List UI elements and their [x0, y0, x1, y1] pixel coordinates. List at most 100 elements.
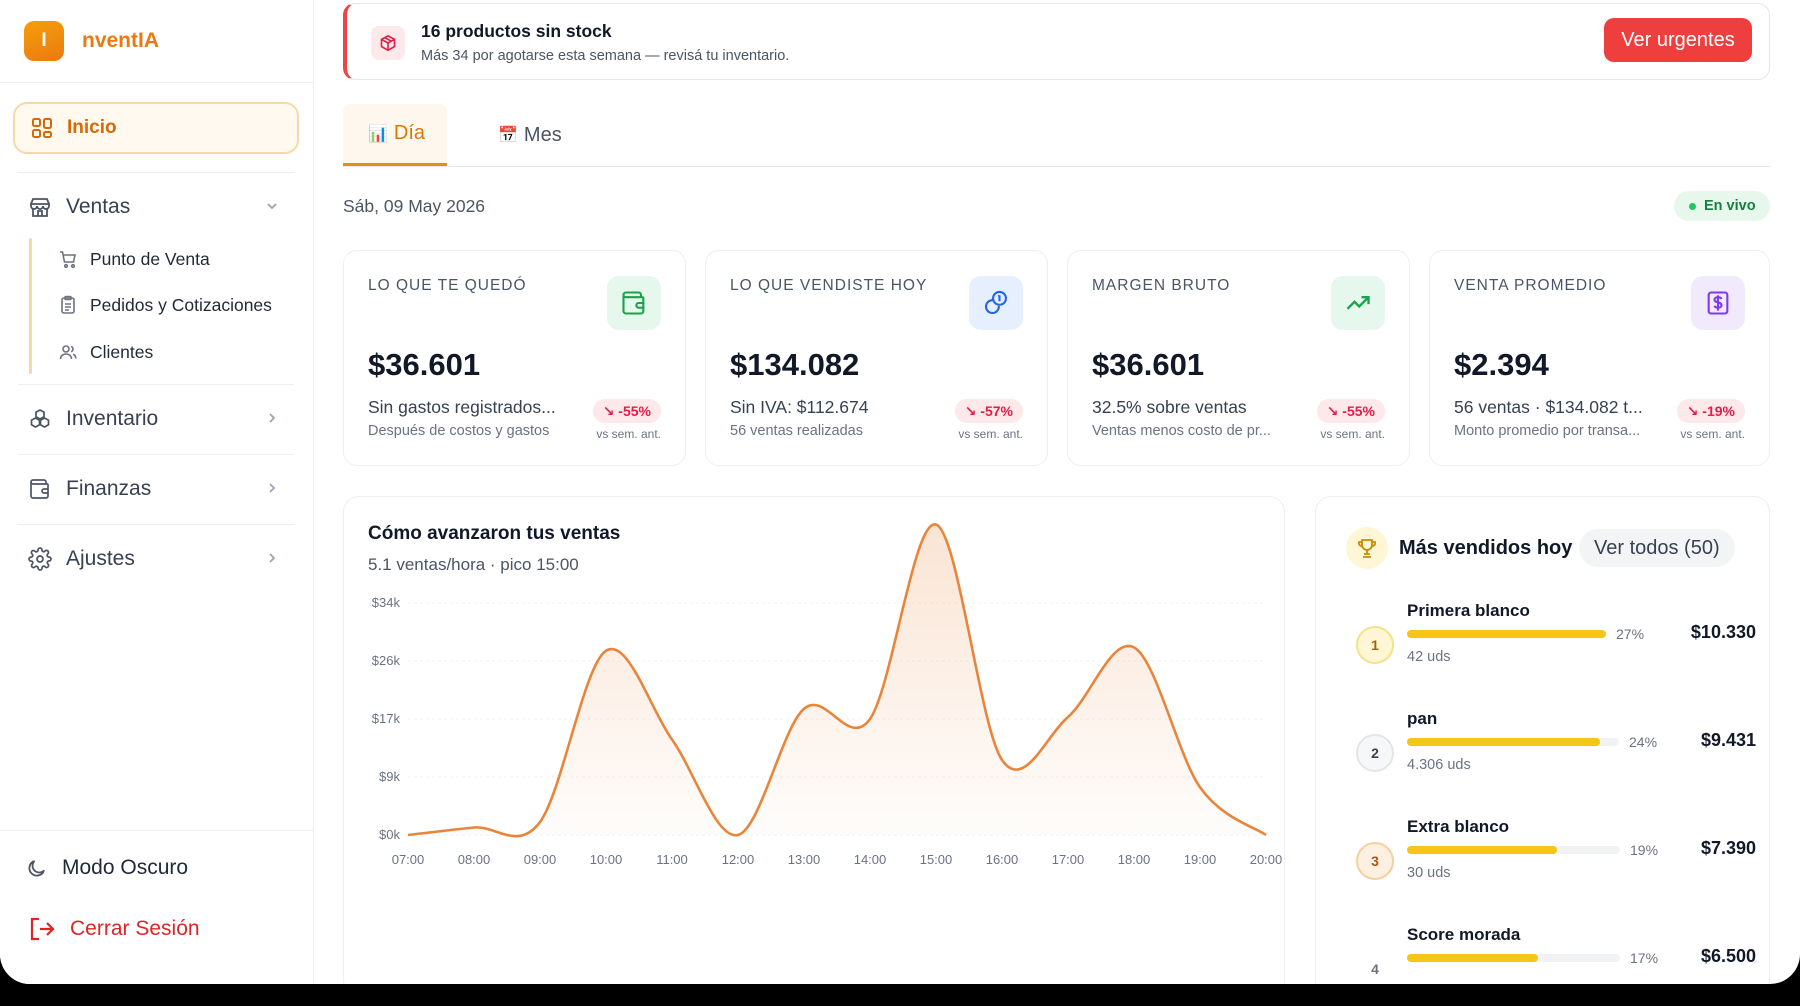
- share-percent: 19%: [1630, 842, 1659, 858]
- sales-line[interactable]: [407, 523, 1267, 838]
- view-urgent-button[interactable]: Ver urgentes: [1604, 18, 1752, 62]
- trophy-icon: [1346, 527, 1388, 569]
- divider: [18, 454, 294, 455]
- users-icon: [59, 345, 77, 360]
- product-name: pan: [1407, 709, 1438, 728]
- kpi-value: $2.394: [1454, 347, 1549, 382]
- trend-up-icon: [1331, 276, 1385, 330]
- share-bar-track: [1407, 630, 1606, 638]
- share-percent: 27%: [1616, 626, 1645, 642]
- product-name: Extra blanco: [1407, 817, 1510, 836]
- alert-subtitle: Más 34 por agotarse esta semana — revisá…: [421, 48, 790, 64]
- top-product-row[interactable]: 4 Score morada 17% $6.500: [1356, 925, 1756, 984]
- x-tick-label: 19:00: [1184, 852, 1217, 867]
- brand[interactable]: I nventIA: [0, 0, 313, 83]
- brand-logo: I: [24, 21, 64, 61]
- sidebar: I nventIA Inicio Ventas Punto de Venta P…: [0, 0, 314, 984]
- share-bar-track: [1407, 954, 1620, 962]
- chart-icon: 📊: [368, 125, 388, 143]
- tab-label: Mes: [523, 123, 562, 146]
- sidebar-subitem-punto-de-venta[interactable]: Punto de Venta: [58, 242, 210, 276]
- kpi-value: $36.601: [1092, 347, 1205, 382]
- top-product-row[interactable]: 3 Extra blanco 19% $7.390 30 uds: [1356, 817, 1756, 907]
- sidebar-item-label: Inventario: [66, 407, 159, 430]
- period-tabs: 📊 Día 📅 Mes: [343, 104, 1770, 167]
- kpi-card-lo-que-te-quedo[interactable]: LO QUE TE QUEDÓ $36.601 Sin gastos regis…: [343, 250, 686, 466]
- share-bar-track: [1407, 738, 1619, 746]
- y-tick-label: $34k: [372, 595, 401, 610]
- chevron-right-icon: [269, 413, 276, 423]
- sidebar-item-ajustes[interactable]: Ajustes: [18, 537, 294, 581]
- product-amount: $10.330: [1690, 622, 1756, 642]
- y-tick-label: $9k: [379, 769, 400, 784]
- brand-name: nventIA: [82, 29, 160, 52]
- divider: [18, 524, 294, 525]
- sidebar-item-label: Inicio: [67, 117, 117, 138]
- x-tick-label: 09:00: [524, 852, 557, 867]
- kpi-comparison: vs sem. ant.: [596, 427, 661, 441]
- logout-button[interactable]: Cerrar Sesión: [28, 916, 200, 942]
- x-tick-label: 07:00: [392, 852, 425, 867]
- tab-dia[interactable]: 📊 Día: [343, 104, 447, 166]
- store-icon: [30, 198, 50, 217]
- view-all-button[interactable]: Ver todos (50): [1579, 529, 1735, 567]
- kpi-value: $36.601: [368, 347, 481, 382]
- kpi-label: VENTA PROMEDIO: [1454, 277, 1607, 294]
- sidebar-subitem-clientes[interactable]: Clientes: [58, 335, 153, 369]
- top-product-row[interactable]: 1 Primera blanco 27% $10.330 42 uds: [1356, 601, 1756, 691]
- share-bar-fill: [1407, 954, 1538, 962]
- sales-area-chart[interactable]: $0k $9k $17k $26k $34k 07:00 08:00 09:00 10:00 11…: [344, 497, 1286, 984]
- calendar-icon: 📅: [498, 127, 518, 144]
- sidebar-subitem-pedidos[interactable]: Pedidos y Cotizaciones: [58, 288, 272, 322]
- dark-mode-toggle[interactable]: Modo Oscuro: [26, 856, 188, 880]
- kpi-label: MARGEN BRUTO: [1092, 277, 1231, 294]
- cart-icon: [60, 251, 76, 269]
- top-product-row[interactable]: 2 pan 24% $9.431 4.306 uds: [1356, 709, 1756, 799]
- sidebar-item-label: Finanzas: [66, 477, 152, 500]
- kpi-card-lo-que-vendiste-hoy[interactable]: LO QUE VENDISTE HOY $134.082 Sin IVA: $1…: [705, 250, 1048, 466]
- tab-label: Día: [393, 122, 426, 144]
- grid-icon: [32, 118, 52, 138]
- wallet-icon: [30, 479, 49, 499]
- kpi-card-venta-promedio[interactable]: VENTA PROMEDIO $2.394 56 ventas · $134.0…: [1429, 250, 1770, 466]
- kpi-caption: Ventas menos costo de pr...: [1092, 423, 1271, 439]
- chevron-right-icon: [269, 483, 276, 493]
- sidebar-item-finanzas[interactable]: Finanzas: [18, 467, 294, 511]
- moon-icon: [28, 860, 45, 877]
- sidebar-item-label: Ajustes: [66, 547, 135, 570]
- share-bar-track: [1407, 846, 1620, 854]
- kpi-caption: Monto promedio por transa...: [1454, 423, 1641, 439]
- rank-badge: 1: [1356, 626, 1394, 664]
- y-tick-label: $26k: [372, 653, 401, 668]
- rank-badge: 3: [1356, 842, 1394, 880]
- y-tick-label: $17k: [372, 711, 401, 726]
- x-tick-label: 17:00: [1052, 852, 1085, 867]
- sidebar-item-inicio[interactable]: Inicio: [13, 102, 299, 154]
- product-units: 30 uds: [1407, 865, 1451, 881]
- sidebar-item-inventario[interactable]: Inventario: [18, 397, 294, 441]
- rank-badge: 4: [1356, 950, 1394, 984]
- product-amount: $6.500: [1700, 946, 1756, 966]
- coins-icon: [969, 276, 1023, 330]
- kpi-caption: 56 ventas realizadas: [730, 423, 863, 439]
- share-bar-fill: [1407, 846, 1557, 854]
- kpi-label: LO QUE VENDISTE HOY: [730, 277, 928, 294]
- product-name: Primera blanco: [1407, 601, 1530, 620]
- alert-title: 16 productos sin stock: [421, 21, 612, 41]
- logout-icon: [30, 917, 55, 941]
- x-tick-label: 16:00: [986, 852, 1019, 867]
- chart-subtitle: 5.1 ventas/hora · pico 15:00: [368, 555, 579, 574]
- chevron-down-icon: [267, 203, 277, 210]
- sidebar-subitem-label: Clientes: [90, 341, 154, 362]
- sidebar-subitem-label: Pedidos y Cotizaciones: [90, 294, 272, 315]
- sidebar-item-ventas[interactable]: Ventas: [18, 185, 294, 229]
- kpi-detail: 56 ventas · $134.082 t...: [1454, 397, 1643, 417]
- kpi-card-margen-bruto[interactable]: MARGEN BRUTO $36.601 32.5% sobre ventas …: [1067, 250, 1410, 466]
- logout-label: Cerrar Sesión: [70, 917, 200, 940]
- product-units: 42 uds: [1407, 649, 1451, 665]
- share-percent: 24%: [1629, 734, 1658, 750]
- tab-mes[interactable]: 📅 Mes: [473, 104, 587, 166]
- kpi-comparison: vs sem. ant.: [958, 427, 1023, 441]
- kpi-value: $134.082: [730, 347, 860, 382]
- wallet-icon: [607, 276, 661, 330]
